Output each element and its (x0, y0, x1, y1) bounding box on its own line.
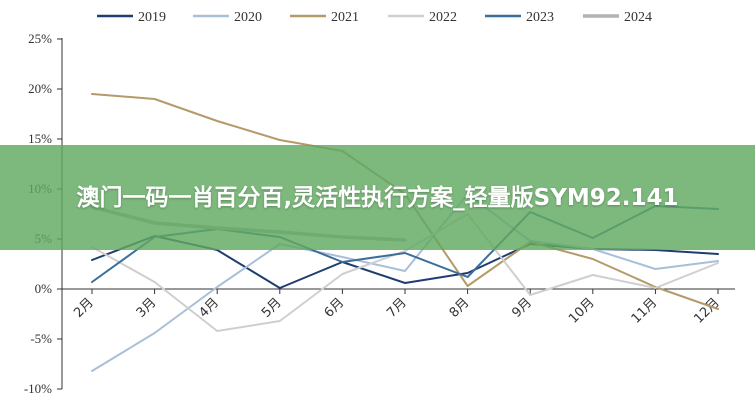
banner-title: 澳门一码一肖百分百,灵活性执行方案_轻量版SYM92.141 (76, 184, 679, 211)
series-line-2022 (91, 213, 719, 332)
y-tick-label: 25% (28, 31, 52, 46)
x-tick-label: 3月 (134, 295, 160, 321)
legend: 2019 2020 2021 2022 2023 2024 (97, 10, 652, 25)
x-axis: 2月 3月 4月 5月 6月 7月 8月 9月 10月 11月 12月 (62, 288, 735, 327)
legend-label-2021: 2021 (331, 10, 359, 25)
y-tick-label: 0% (35, 281, 53, 296)
y-tick-label: -10% (24, 381, 52, 396)
x-tick-label: 9月 (509, 295, 535, 321)
legend-label-2023: 2023 (526, 10, 554, 25)
x-tick-label: 5月 (259, 295, 285, 321)
x-tick-label: 12月 (691, 295, 722, 326)
legend-label-2019: 2019 (138, 10, 166, 25)
y-tick-label: -5% (30, 331, 52, 346)
legend-label-2020: 2020 (234, 10, 262, 25)
x-tick-label: 2月 (71, 295, 97, 321)
x-tick-label: 7月 (384, 295, 410, 321)
overlay-banner: 澳门一码一肖百分百,灵活性执行方案_轻量版SYM92.141 (0, 145, 755, 250)
legend-label-2024: 2024 (624, 10, 652, 25)
y-tick-label: 15% (28, 131, 52, 146)
x-tick-label: 6月 (322, 295, 348, 321)
x-tick-label: 8月 (447, 295, 473, 321)
x-tick-label: 11月 (629, 295, 660, 326)
legend-label-2022: 2022 (429, 10, 457, 25)
y-tick-label: 20% (28, 81, 52, 96)
x-tick-label: 10月 (566, 295, 597, 326)
series-line-2020 (91, 193, 719, 372)
